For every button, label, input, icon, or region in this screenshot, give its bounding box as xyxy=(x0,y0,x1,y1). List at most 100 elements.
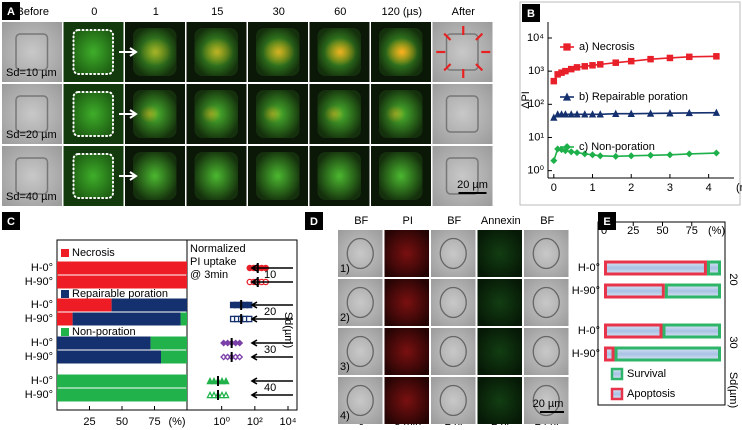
x-tick-label: 25 xyxy=(83,416,95,428)
marker xyxy=(550,157,558,165)
column-header: 30 xyxy=(273,6,285,18)
image xyxy=(431,279,476,326)
marker xyxy=(627,57,635,65)
pi-signal xyxy=(262,38,295,66)
cell-outline xyxy=(72,91,114,137)
legend-label: Survival xyxy=(627,368,666,380)
marker xyxy=(712,149,720,157)
image xyxy=(384,230,429,277)
bar-segment xyxy=(604,283,665,299)
marker xyxy=(666,109,674,117)
marker xyxy=(612,152,620,160)
scale-bar-label: 20 µm xyxy=(457,179,488,191)
marker xyxy=(612,109,620,117)
image xyxy=(477,279,522,326)
group-label: 20 xyxy=(727,273,739,285)
cell-fluor xyxy=(194,152,238,200)
category-label: H-90° xyxy=(572,285,600,297)
bar-segment xyxy=(57,275,187,289)
image xyxy=(338,377,383,424)
cell-fluor xyxy=(73,30,113,74)
marker xyxy=(563,43,571,51)
row-label: Sd=20 µm xyxy=(6,129,57,141)
x-unit: (%) xyxy=(708,225,725,237)
image xyxy=(477,230,522,277)
cell xyxy=(439,286,467,319)
marker xyxy=(222,376,230,385)
image xyxy=(431,377,476,424)
legend-swatch xyxy=(61,328,69,336)
column-header: 60 xyxy=(334,6,346,18)
arrow xyxy=(119,109,138,119)
inset-title: PI uptake xyxy=(190,256,236,268)
bar-segment xyxy=(706,260,722,276)
image xyxy=(431,328,476,375)
bar-segment xyxy=(57,312,73,326)
legend-label: a) Necrosis xyxy=(579,41,635,53)
marker xyxy=(573,64,581,71)
cell-outline xyxy=(15,95,49,133)
cell xyxy=(346,237,374,270)
marker xyxy=(685,108,693,117)
marker xyxy=(222,390,230,399)
marker xyxy=(236,353,244,361)
group-label: 30 xyxy=(264,344,276,356)
pi-signal xyxy=(385,38,418,66)
cell-fluor xyxy=(73,154,113,198)
panel-frame xyxy=(597,221,726,406)
cell xyxy=(346,286,374,319)
inset-title: Normalized xyxy=(190,243,246,255)
column-header: 120 (µs) xyxy=(381,6,422,18)
pi-signal xyxy=(139,38,172,66)
marker xyxy=(596,110,604,118)
marker xyxy=(588,151,597,159)
x-tick-label: 25 xyxy=(627,225,639,237)
category-label: H-0° xyxy=(31,375,53,387)
row-label: Sd=40 µm xyxy=(6,191,57,203)
arrow xyxy=(443,32,452,41)
category-label: H-0° xyxy=(578,262,600,274)
marker xyxy=(647,151,655,159)
cell-fluor xyxy=(133,152,177,200)
marker xyxy=(588,110,597,118)
image xyxy=(338,230,383,277)
marker xyxy=(218,390,226,399)
marker xyxy=(210,390,218,399)
y-tick-label: 10¹ xyxy=(528,131,544,143)
panel-letter: D xyxy=(310,216,318,228)
legend-swatch xyxy=(61,249,69,257)
cell xyxy=(532,335,560,368)
legend-label: Apoptosis xyxy=(627,388,676,400)
marker xyxy=(646,109,655,117)
panel-badge xyxy=(2,2,20,20)
marker xyxy=(550,77,558,85)
arrow xyxy=(250,315,293,323)
marker xyxy=(567,65,575,73)
column-header: 15 xyxy=(211,6,223,18)
arrow xyxy=(250,353,293,361)
bar-segment xyxy=(111,298,187,312)
bar-segment xyxy=(662,323,721,339)
marker xyxy=(627,152,635,160)
marker xyxy=(597,61,604,68)
marker xyxy=(562,67,569,75)
column-header: PI xyxy=(403,215,413,227)
image xyxy=(524,377,569,424)
cell-outline xyxy=(445,95,479,133)
category-label: H-90° xyxy=(25,276,53,288)
marker xyxy=(596,152,604,160)
marker xyxy=(206,390,214,399)
arrow xyxy=(250,264,293,272)
arrow xyxy=(119,171,138,181)
group-label: 10 xyxy=(264,269,276,281)
x-tick-label: 10² xyxy=(247,416,263,428)
bar-segment xyxy=(57,261,187,275)
group-label: 20 xyxy=(264,306,276,318)
bf-image xyxy=(2,146,62,206)
marker xyxy=(685,150,693,158)
cell xyxy=(532,237,560,270)
cell-outline xyxy=(72,29,114,75)
row-label: 1) xyxy=(340,263,350,275)
bar-segment xyxy=(604,346,615,362)
marker xyxy=(563,143,571,151)
